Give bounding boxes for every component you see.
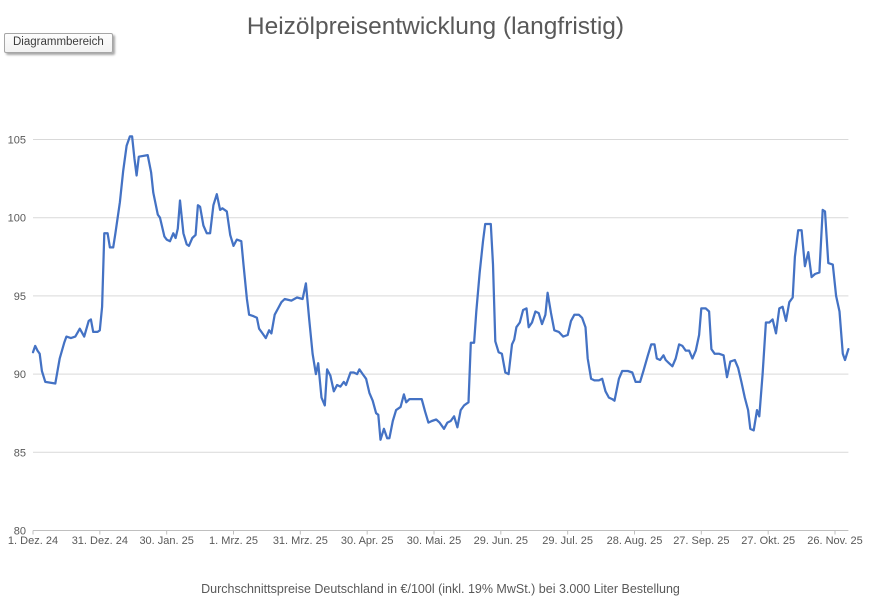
svg-text:27. Sep. 25: 27. Sep. 25 bbox=[673, 535, 729, 547]
svg-text:30. Mai. 25: 30. Mai. 25 bbox=[407, 535, 461, 547]
svg-text:29. Jul. 25: 29. Jul. 25 bbox=[542, 535, 593, 547]
svg-text:27. Okt. 25: 27. Okt. 25 bbox=[741, 535, 795, 547]
svg-text:26. Nov. 25: 26. Nov. 25 bbox=[807, 535, 862, 547]
svg-text:85: 85 bbox=[14, 447, 26, 459]
svg-text:95: 95 bbox=[14, 291, 26, 303]
svg-text:31. Mrz. 25: 31. Mrz. 25 bbox=[273, 535, 328, 547]
gridlines bbox=[33, 139, 849, 453]
svg-text:1. Mrz. 25: 1. Mrz. 25 bbox=[209, 535, 258, 547]
svg-text:30. Apr. 25: 30. Apr. 25 bbox=[341, 535, 394, 547]
chart-title[interactable]: Heizölpreisentwicklung (langfristig) bbox=[246, 13, 625, 40]
svg-text:28. Aug. 25: 28. Aug. 25 bbox=[607, 535, 663, 547]
svg-text:100: 100 bbox=[8, 213, 26, 225]
y-axis-labels[interactable]: 80 85 90 95 100 105 bbox=[8, 135, 26, 538]
svg-text:29. Jun. 25: 29. Jun. 25 bbox=[474, 535, 528, 547]
svg-text:105: 105 bbox=[8, 135, 26, 147]
chart-footnote: Durchschnittspreise Deutschland in €/100… bbox=[201, 582, 680, 596]
svg-text:1. Dez. 24: 1. Dez. 24 bbox=[8, 535, 58, 547]
price-series-line[interactable] bbox=[31, 135, 850, 441]
x-axis[interactable] bbox=[32, 530, 849, 535]
svg-text:90: 90 bbox=[14, 369, 26, 381]
x-axis-labels[interactable]: 1. Dez. 24 31. Dez. 24 30. Jan. 25 1. Mrz. … bbox=[8, 535, 863, 547]
chart-area-tooltip: Diagrammbereich bbox=[4, 33, 113, 53]
svg-text:80: 80 bbox=[14, 526, 26, 538]
svg-text:30. Jan. 25: 30. Jan. 25 bbox=[139, 535, 193, 547]
svg-text:31. Dez. 24: 31. Dez. 24 bbox=[72, 535, 128, 547]
